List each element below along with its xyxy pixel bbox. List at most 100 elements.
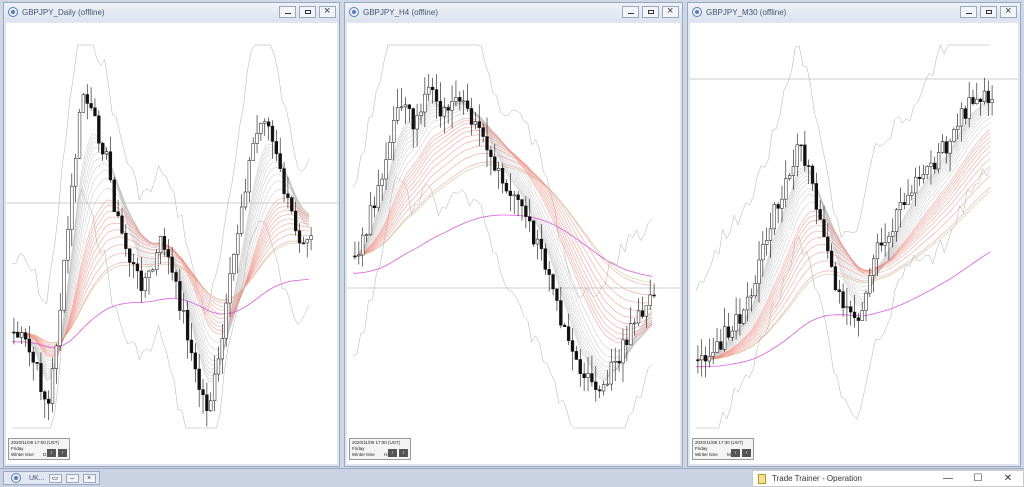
window-titlebar[interactable]: GBPJPY_H4 (offline)	[345, 3, 682, 21]
candle-body	[986, 90, 990, 103]
candle-body	[259, 122, 263, 134]
candle-body	[872, 258, 876, 276]
candle-body	[364, 234, 369, 236]
candle-body	[520, 199, 524, 207]
back-button[interactable]: ‹	[388, 449, 397, 457]
candle-body	[906, 195, 910, 205]
ema-ribbon-red-line	[695, 158, 991, 361]
forward-button[interactable]: ›	[742, 449, 751, 457]
candle-body	[696, 359, 700, 362]
minimize-button[interactable]: –	[65, 473, 79, 483]
forward-button[interactable]: ›	[399, 449, 408, 457]
maximize-button[interactable]	[642, 6, 659, 18]
candle-body	[833, 266, 838, 291]
close-button[interactable]: ✕	[1003, 473, 1013, 484]
candle-body	[539, 238, 544, 249]
window-titlebar[interactable]: GBPJPY_Daily (offline)	[4, 3, 339, 21]
close-button[interactable]	[1000, 5, 1017, 18]
candle-body	[497, 167, 501, 171]
candle-body	[723, 326, 727, 350]
candle-body	[266, 121, 271, 127]
forward-button[interactable]: ›	[58, 449, 67, 457]
candle-body	[282, 168, 286, 195]
candle-body	[929, 162, 933, 167]
candle-body	[74, 158, 78, 187]
minimize-button[interactable]	[622, 6, 639, 18]
candle-body	[613, 360, 617, 363]
info-mode: Winter time D1	[11, 452, 49, 457]
candle-body	[629, 323, 633, 346]
candle-body	[822, 219, 826, 238]
candle-body	[531, 220, 536, 245]
window-titlebar[interactable]: GBPJPY_M30 (offline)	[688, 3, 1020, 21]
candle-body	[12, 331, 16, 334]
back-button[interactable]: ‹	[47, 449, 56, 457]
candle-body	[640, 310, 645, 317]
price-chart[interactable]: 2020/11/09 17:00 (UST) Friday Winter tim…	[347, 23, 680, 464]
minimize-button[interactable]: —	[943, 473, 953, 484]
close-button[interactable]: ×	[82, 473, 96, 483]
candle-body	[944, 141, 948, 154]
candle-body	[543, 248, 547, 270]
candle-body	[170, 256, 174, 273]
candle-body	[810, 165, 815, 184]
candle-body	[178, 281, 182, 311]
minimize-button[interactable]	[279, 6, 296, 18]
upper-band-line	[11, 44, 310, 316]
candle-body	[887, 236, 891, 243]
candle-body	[293, 210, 298, 232]
candle-body	[309, 235, 313, 240]
candle-body	[108, 151, 113, 181]
minimize-button[interactable]	[960, 6, 977, 18]
candle-body	[158, 236, 163, 253]
chart-window-daily[interactable]: GBPJPY_Daily (offline) 2020/11/09 17:00 …	[3, 2, 340, 467]
candle-body	[263, 121, 267, 124]
candle-body	[274, 141, 278, 154]
trade-trainer-window[interactable]: Trade Trainer - Operation — ☐ ✕	[752, 470, 1024, 487]
minimized-window[interactable]: UK... ▭ – ×	[3, 471, 100, 485]
candle-body	[131, 262, 136, 265]
candle-body	[504, 182, 509, 192]
candle-body	[852, 311, 857, 319]
ema-ribbon-grey-line	[695, 117, 991, 361]
candle-body	[23, 332, 28, 340]
lower-band-line	[352, 176, 653, 429]
candle-body	[936, 152, 941, 170]
date-info-box: 2020/11/09 17:00 (UST) Friday Winter tim…	[349, 438, 411, 460]
candle-body	[711, 352, 715, 357]
long-ma-magenta-line	[353, 214, 653, 277]
ema-ribbon-red-line	[695, 140, 991, 361]
chart-window-h4[interactable]: GBPJPY_H4 (offline) 2020/11/09 17:00 (US…	[344, 2, 683, 467]
candle-body	[128, 248, 132, 263]
candle-body	[124, 232, 128, 249]
candle-body	[883, 242, 887, 246]
candle-body	[749, 295, 754, 298]
candle-body	[617, 360, 621, 364]
candle-body	[212, 373, 217, 402]
candle-body	[508, 190, 512, 196]
close-button[interactable]	[662, 5, 679, 18]
candle-body	[224, 302, 228, 339]
maximize-button[interactable]: ☐	[973, 473, 983, 484]
maximize-button[interactable]	[980, 6, 997, 18]
candle-body	[715, 341, 719, 353]
upper-band-line	[695, 44, 991, 292]
candlestick-chart-svg	[6, 44, 337, 429]
candle-body	[734, 314, 738, 332]
candle-body	[559, 300, 563, 326]
candle-body	[143, 277, 147, 291]
close-button[interactable]	[319, 5, 336, 18]
price-chart[interactable]: 2020/11/09 17:00 (UST) Friday Winter tim…	[6, 23, 337, 464]
candle-body	[205, 394, 209, 411]
ema-ribbon-red-line	[352, 161, 653, 286]
candle-body	[255, 133, 259, 144]
chart-window-m30[interactable]: GBPJPY_M30 (offline) 2020/11/09 17:30 (U…	[687, 2, 1021, 467]
candle-body	[66, 229, 70, 261]
restore-button[interactable]: ▭	[48, 473, 62, 483]
candle-body	[27, 338, 32, 353]
candle-body	[270, 125, 275, 142]
price-chart[interactable]: 2020/11/09 17:30 (UST) Friday Winter tim…	[690, 23, 1018, 464]
maximize-button[interactable]	[299, 6, 316, 18]
back-button[interactable]: ‹	[731, 449, 740, 457]
candle-body	[547, 269, 551, 275]
